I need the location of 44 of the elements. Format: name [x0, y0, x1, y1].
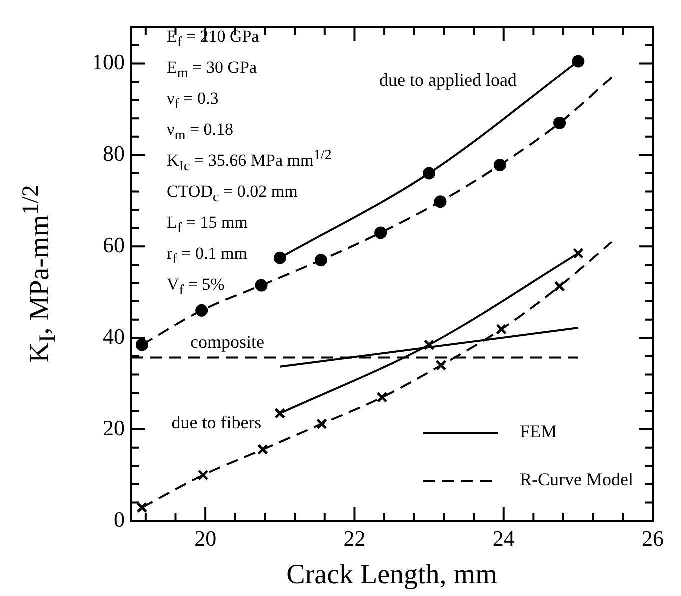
point: [554, 116, 566, 130]
point: [136, 502, 148, 514]
annotation: L$_{f}$ = 15 mm: [167, 212, 249, 238]
y-tick-label: 0: [114, 506, 125, 532]
y-tick-label: 20: [103, 415, 125, 440]
y-tick-label: 80: [103, 141, 125, 166]
annotation: K$_{Ic}$ = 35.66 MPa mm$^{1/2}$: [167, 146, 332, 176]
annotation: ν$_{m}$ = 0.18: [167, 119, 235, 146]
annotation: due to applied load: [379, 70, 517, 90]
legend-label: FEM: [520, 422, 558, 442]
point: [496, 324, 508, 335]
point: [255, 279, 268, 292]
point: [316, 418, 328, 430]
annotation: CTOD$_{c}$ = 0.02 mm: [167, 181, 299, 208]
y-tick-label: 60: [103, 232, 125, 258]
point: [572, 248, 584, 260]
point: [423, 167, 436, 180]
annotation: composite: [190, 332, 265, 352]
annotation: E$_{m}$ = 30 GPa: [167, 57, 258, 84]
x-tick-label: 20: [194, 526, 217, 551]
x-tick-label: 24: [492, 526, 515, 551]
point: [494, 159, 506, 172]
point: [374, 226, 388, 240]
x-tick-label: 26: [642, 526, 664, 551]
point: [424, 339, 435, 350]
point: [572, 55, 585, 68]
annotation: r$_{f}$ = 0.1 mm: [167, 243, 248, 270]
annotation: ν$_{f}$ = 0.3: [167, 88, 220, 114]
point: [274, 408, 286, 420]
point: [274, 252, 286, 264]
legend-label: R-Curve Model: [520, 470, 634, 490]
point: [196, 304, 208, 317]
point: [136, 338, 148, 352]
point: [376, 392, 388, 404]
point: [436, 360, 447, 372]
y-tick-label: 40: [103, 324, 125, 349]
point: [258, 444, 268, 456]
x-axis-title: Crack Length, mm: [286, 560, 498, 591]
y-tick-label: 100: [92, 50, 125, 75]
x-tick-label: 22: [344, 526, 366, 551]
annotation: V$_{f}$ = 5%: [167, 274, 226, 300]
annotation: due to fibers: [172, 412, 262, 432]
point: [198, 470, 209, 481]
point: [554, 280, 566, 292]
